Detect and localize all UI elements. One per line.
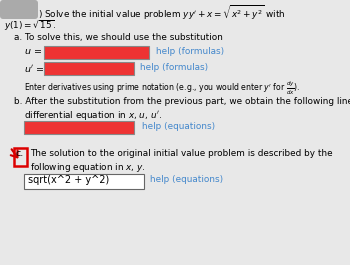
Text: a. To solve this, we should use the substitution: a. To solve this, we should use the subs… <box>14 33 223 42</box>
Text: Enter derivatives using prime notation (e.g., you would enter $y'$ for $\frac{dy: Enter derivatives using prime notation (… <box>24 79 300 97</box>
Text: sqrt(x^2 + y^2): sqrt(x^2 + y^2) <box>28 175 109 185</box>
Text: $y(1) = \sqrt{15}$.: $y(1) = \sqrt{15}$. <box>4 18 56 33</box>
Text: ) Solve the initial value problem $yy' + x = \sqrt{x^2 + y^2}$ with: ) Solve the initial value problem $yy' +… <box>38 4 286 23</box>
Text: c.: c. <box>15 149 23 158</box>
Text: $u'$ =: $u'$ = <box>24 63 44 74</box>
Text: b. After the substitution from the previous part, we obtain the following linear: b. After the substitution from the previ… <box>14 97 350 106</box>
Text: following equation in $x$, $y$.: following equation in $x$, $y$. <box>30 161 146 174</box>
FancyBboxPatch shape <box>44 62 134 75</box>
FancyBboxPatch shape <box>44 46 149 59</box>
Text: differential equation in $x$, $u$, $u'$.: differential equation in $x$, $u$, $u'$. <box>24 109 162 122</box>
Text: help (equations): help (equations) <box>142 122 215 131</box>
FancyBboxPatch shape <box>0 0 38 19</box>
Text: help (equations): help (equations) <box>150 175 223 184</box>
Text: $u$ =: $u$ = <box>24 47 42 56</box>
FancyBboxPatch shape <box>24 174 144 189</box>
Text: help (formulas): help (formulas) <box>156 47 224 56</box>
FancyBboxPatch shape <box>24 121 134 134</box>
Text: help (formulas): help (formulas) <box>140 63 208 72</box>
Text: The solution to the original initial value problem is described by the: The solution to the original initial val… <box>30 149 332 158</box>
